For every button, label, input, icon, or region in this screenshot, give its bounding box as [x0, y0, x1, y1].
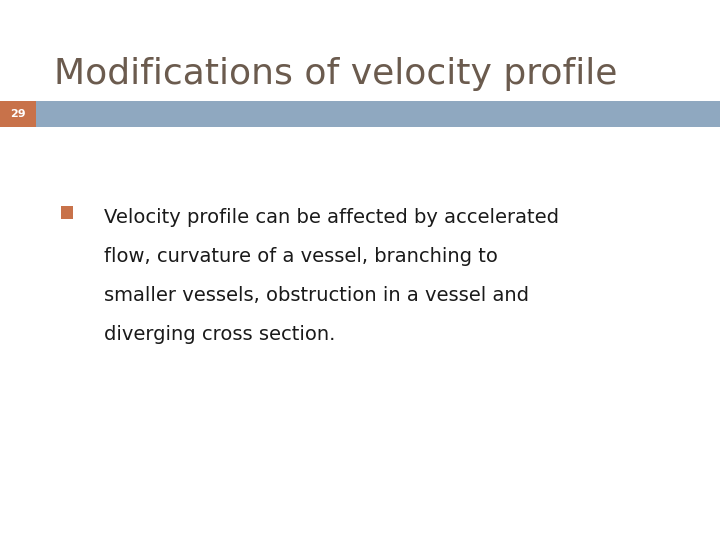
Text: diverging cross section.: diverging cross section. — [104, 325, 336, 343]
Text: smaller vessels, obstruction in a vessel and: smaller vessels, obstruction in a vessel… — [104, 286, 529, 305]
Text: Modifications of velocity profile: Modifications of velocity profile — [54, 57, 617, 91]
Text: Velocity profile can be affected by accelerated: Velocity profile can be affected by acce… — [104, 208, 559, 227]
FancyBboxPatch shape — [61, 206, 73, 219]
Text: flow, curvature of a vessel, branching to: flow, curvature of a vessel, branching t… — [104, 247, 498, 266]
FancyBboxPatch shape — [0, 101, 720, 127]
FancyBboxPatch shape — [0, 101, 36, 127]
Text: 29: 29 — [10, 109, 26, 119]
